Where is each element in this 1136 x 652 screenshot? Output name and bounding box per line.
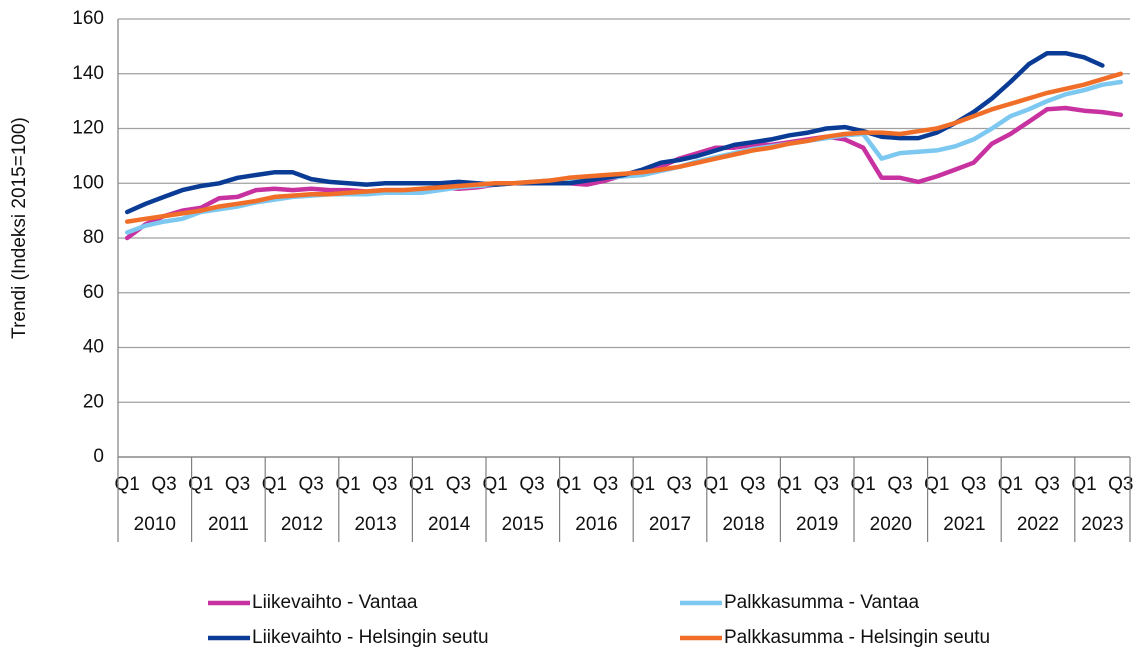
x-tick-label: Q1	[409, 474, 434, 495]
year-label: 2017	[649, 514, 691, 535]
x-tick-label: Q3	[446, 474, 471, 495]
y-tick-label: 140	[72, 63, 104, 84]
year-label: 2015	[502, 514, 544, 535]
year-label: 2022	[1017, 514, 1059, 535]
x-tick-label: Q1	[998, 474, 1023, 495]
y-tick-label: 20	[83, 391, 104, 412]
x-tick-label: Q1	[335, 474, 360, 495]
x-tick-label: Q3	[887, 474, 912, 495]
year-label: 2021	[943, 514, 985, 535]
x-tick-label: Q3	[225, 474, 250, 495]
y-tick-label: 40	[83, 337, 104, 358]
year-label: 2013	[354, 514, 396, 535]
x-tick-label: Q1	[262, 474, 287, 495]
year-label: 2020	[870, 514, 912, 535]
year-label: 2019	[796, 514, 838, 535]
legend-label: Liikevaihto - Helsingin seutu	[252, 627, 489, 648]
year-label: 2012	[281, 514, 323, 535]
x-tick-label: Q3	[151, 474, 176, 495]
year-label: 2010	[134, 514, 176, 535]
y-tick-label: 100	[72, 172, 104, 193]
x-tick-label: Q3	[519, 474, 544, 495]
x-tick-label: Q3	[961, 474, 986, 495]
y-tick-label: 120	[72, 118, 104, 139]
x-tick-label: Q1	[1071, 474, 1096, 495]
x-tick-label: Q1	[483, 474, 508, 495]
x-tick-label: Q1	[777, 474, 802, 495]
x-tick-label: Q1	[188, 474, 213, 495]
x-tick-label: Q3	[299, 474, 324, 495]
legend-label: Liikevaihto - Vantaa	[252, 592, 418, 613]
y-tick-label: 0	[93, 446, 104, 467]
x-tick-label: Q3	[740, 474, 765, 495]
year-label: 2011	[208, 514, 249, 535]
y-tick-label: 160	[72, 8, 104, 29]
x-tick-label: Q1	[115, 474, 140, 495]
x-tick-label: Q1	[924, 474, 949, 495]
x-tick-label: Q3	[1108, 474, 1133, 495]
x-tick-label: Q3	[814, 474, 839, 495]
x-tick-label: Q3	[372, 474, 397, 495]
y-tick-label: 80	[83, 227, 104, 248]
x-tick-label: Q3	[667, 474, 692, 495]
x-tick-label: Q3	[593, 474, 618, 495]
legend-label: Palkkasumma - Vantaa	[724, 592, 919, 613]
x-tick-label: Q1	[556, 474, 581, 495]
x-tick-label: Q1	[851, 474, 876, 495]
year-label: 2016	[575, 514, 617, 535]
x-tick-label: Q1	[703, 474, 728, 495]
legend-label: Palkkasumma - Helsingin seutu	[724, 627, 990, 648]
y-axis-label: Trendi (Indeksi 2015=100)	[9, 117, 30, 339]
series-line	[124, 79, 1124, 235]
year-label: 2018	[722, 514, 764, 535]
year-label: 2023	[1081, 514, 1123, 535]
year-label: 2014	[428, 514, 471, 535]
y-tick-label: 60	[83, 282, 104, 303]
x-tick-label: Q1	[630, 474, 655, 495]
x-tick-label: Q3	[1035, 474, 1060, 495]
series-line	[124, 71, 1124, 224]
